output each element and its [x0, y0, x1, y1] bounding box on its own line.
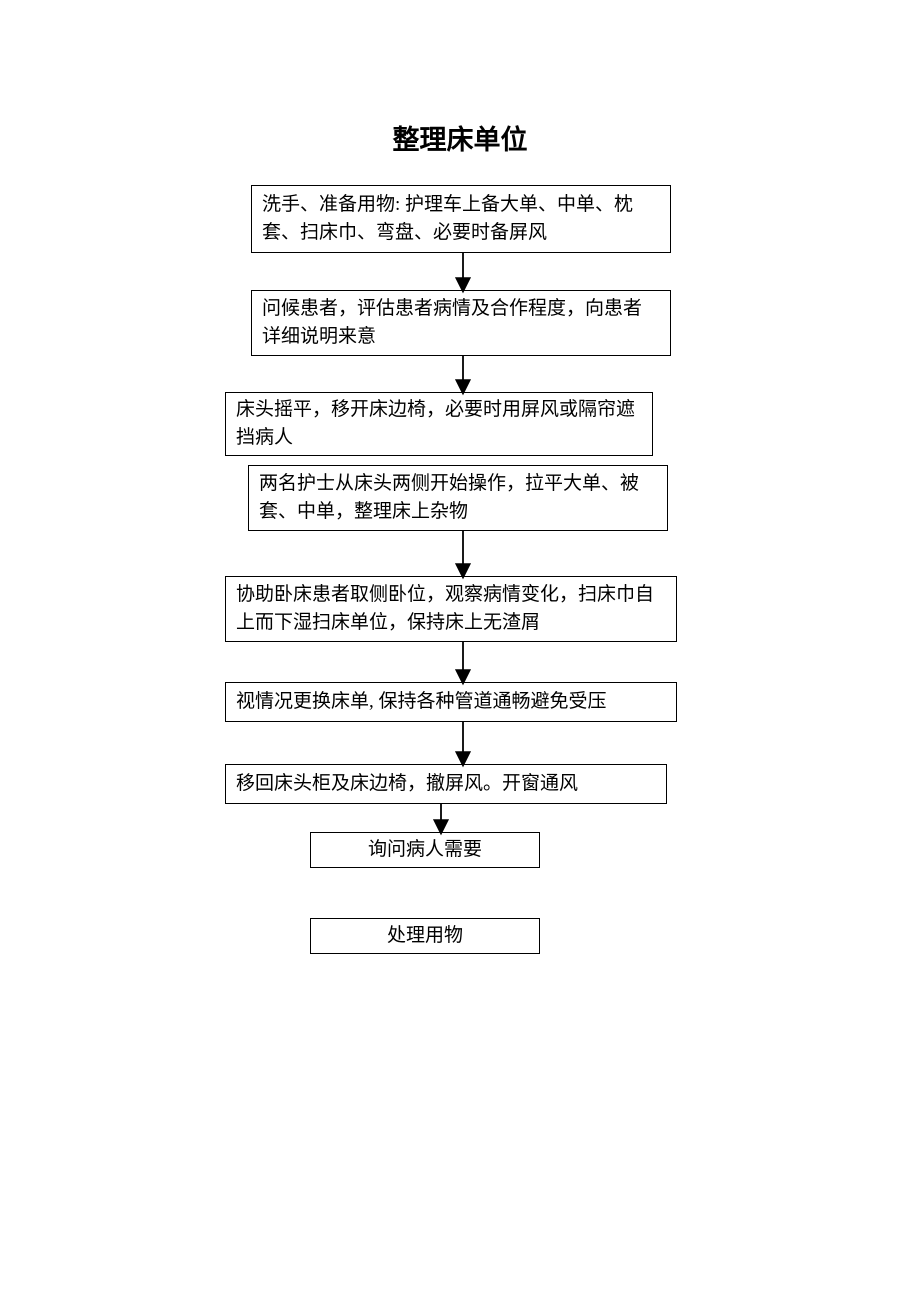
- flowchart-node: 两名护士从床头两侧开始操作，拉平大单、被套、中单，整理床上杂物: [248, 465, 668, 531]
- flowchart-node: 协助卧床患者取侧卧位，观察病情变化，扫床巾自上而下湿扫床单位，保持床上无渣屑: [225, 576, 677, 642]
- flowchart-node: 处理用物: [310, 918, 540, 954]
- flowchart-node: 询问病人需要: [310, 832, 540, 868]
- flowchart-node: 移回床头柜及床边椅，撤屏风。开窗通风: [225, 764, 667, 804]
- flowchart-node-text: 视情况更换床单, 保持各种管道通畅避免受压: [236, 688, 607, 717]
- flowchart-node-text: 问候患者，评估患者病情及合作程度，向患者详细说明来意: [262, 295, 660, 352]
- flowchart-node-text: 询问病人需要: [368, 836, 482, 865]
- flowchart-node-text: 床头摇平，移开床边椅，必要时用屏风或隔帘遮挡病人: [236, 396, 642, 453]
- flowchart-title: 整理床单位: [310, 118, 610, 157]
- flowchart-node: 床头摇平，移开床边椅，必要时用屏风或隔帘遮挡病人: [225, 392, 653, 456]
- flowchart-node: 问候患者，评估患者病情及合作程度，向患者详细说明来意: [251, 290, 671, 356]
- flowchart-node: 洗手、准备用物: 护理车上备大单、中单、枕套、扫床巾、弯盘、必要时备屏风: [251, 185, 671, 253]
- flowchart-node: 视情况更换床单, 保持各种管道通畅避免受压: [225, 682, 677, 722]
- flowchart-node-text: 两名护士从床头两侧开始操作，拉平大单、被套、中单，整理床上杂物: [259, 470, 657, 527]
- flowchart-node-text: 移回床头柜及床边椅，撤屏风。开窗通风: [236, 770, 578, 799]
- flowchart-node-text: 洗手、准备用物: 护理车上备大单、中单、枕套、扫床巾、弯盘、必要时备屏风: [262, 191, 660, 248]
- flowchart-node-text: 协助卧床患者取侧卧位，观察病情变化，扫床巾自上而下湿扫床单位，保持床上无渣屑: [236, 581, 666, 638]
- flowchart-node-text: 处理用物: [387, 922, 463, 951]
